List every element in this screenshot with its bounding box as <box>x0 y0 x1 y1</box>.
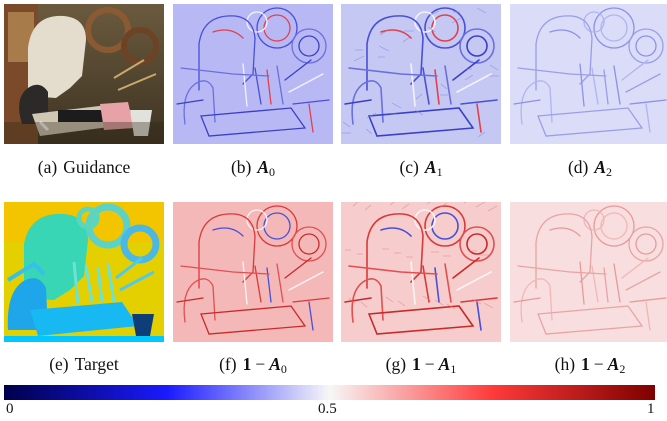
caption-math: A <box>257 157 270 177</box>
colorbar-max-label: 1 <box>647 401 655 417</box>
caption-subscript: 1 <box>450 362 457 376</box>
caption-a0: (b) A0 <box>169 157 337 180</box>
image-one-minus-a0 <box>173 202 333 342</box>
image-guidance <box>4 4 164 144</box>
caption-label: (a) <box>37 157 58 177</box>
caption-subscript: 1 <box>436 165 443 179</box>
caption-operator: − <box>255 354 266 374</box>
colorbar-min-label: 0 <box>6 401 14 417</box>
colorbar-mid-label: 0.5 <box>318 401 337 417</box>
image-one-minus-a2 <box>510 202 667 342</box>
caption-math: A <box>607 354 620 374</box>
caption-math: A <box>438 354 451 374</box>
caption-subscript: 2 <box>606 165 613 179</box>
caption-one-minus-a2: (h) 1− A2 <box>506 354 667 377</box>
caption-one-minus-a1: (g) 1− A1 <box>337 354 505 377</box>
caption-operator: − <box>424 354 435 374</box>
caption-operator: − <box>593 354 604 374</box>
caption-a1: (c) A1 <box>337 157 505 180</box>
caption-one: 1 <box>581 354 590 374</box>
caption-label: (d) <box>567 157 589 177</box>
caption-one: 1 <box>242 354 252 374</box>
caption-label: (g) <box>385 354 407 374</box>
caption-label: (e) <box>49 354 69 374</box>
image-a2 <box>510 4 667 144</box>
caption-one: 1 <box>412 354 421 374</box>
caption-subscript: 2 <box>619 362 626 376</box>
caption-subscript: 0 <box>269 165 276 179</box>
caption-label: (b) <box>230 157 252 177</box>
image-target <box>4 202 164 342</box>
caption-math: A <box>269 354 281 374</box>
image-one-minus-a1 <box>341 202 501 342</box>
caption-target: (e) Target <box>0 354 168 375</box>
caption-label: (h) <box>554 354 576 374</box>
caption-text: Guidance <box>63 157 131 177</box>
caption-label: (f) <box>219 354 237 374</box>
image-a1 <box>341 4 501 144</box>
caption-math: A <box>594 157 607 177</box>
image-a0 <box>173 4 333 144</box>
caption-label: (c) <box>399 157 419 177</box>
colorbar <box>4 385 655 400</box>
caption-one-minus-a0: (f) 1− A0 <box>169 354 337 377</box>
caption-guidance: (a) Guidance <box>0 157 168 178</box>
caption-a2: (d) A2 <box>506 157 667 180</box>
caption-text: Target <box>74 354 119 374</box>
caption-subscript: 0 <box>280 362 287 376</box>
caption-math: A <box>424 157 437 177</box>
